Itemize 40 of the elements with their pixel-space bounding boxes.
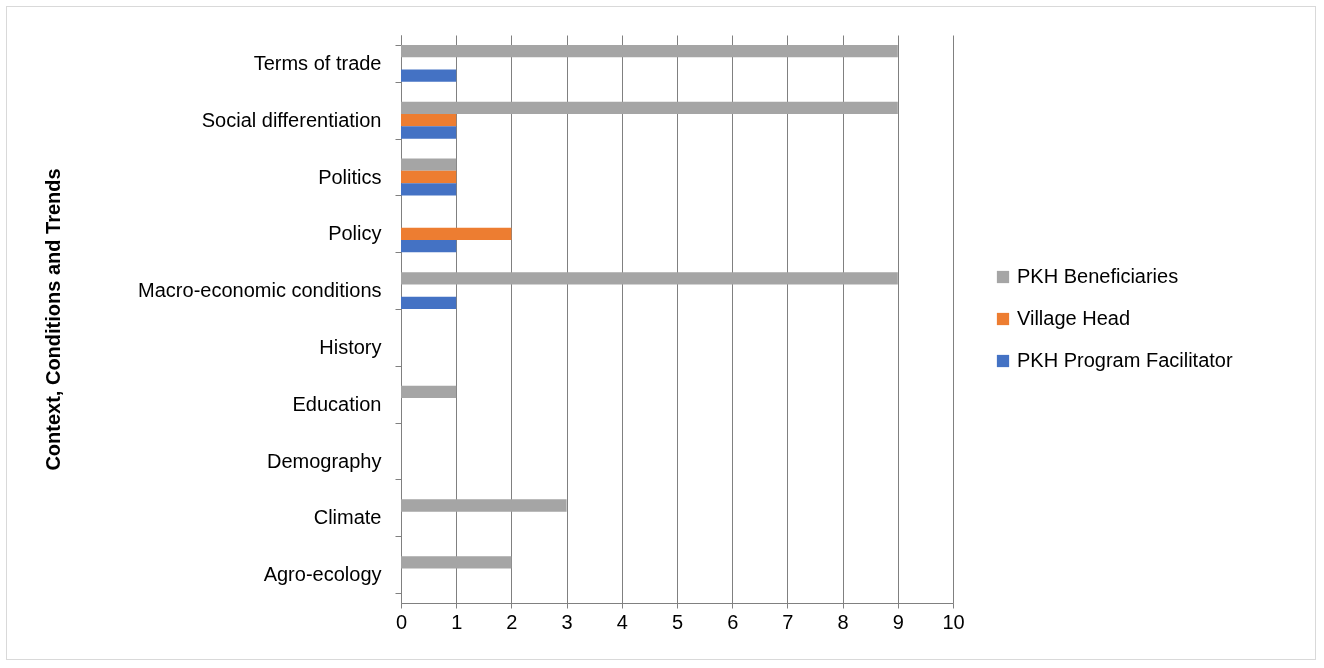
bar [401, 114, 457, 127]
x-tick-label: 3 [561, 610, 573, 633]
bar [401, 272, 898, 285]
bar [401, 44, 898, 58]
y-tick-label: Demography [266, 449, 382, 472]
bar [401, 101, 898, 115]
x-tick-label: 6 [727, 610, 739, 633]
x-tick-label: 5 [671, 610, 684, 633]
bar [401, 556, 512, 569]
y-tick-label: Macro-economic conditions [138, 279, 382, 302]
bar [401, 126, 457, 139]
bar [401, 158, 457, 171]
bar [401, 385, 457, 399]
x-tick-label: 10 [942, 610, 965, 633]
y-tick-label: Education [292, 392, 382, 415]
bar [401, 296, 457, 310]
y-tick-label: Politics [318, 165, 382, 188]
y-tick-label: Policy [328, 222, 382, 245]
bar [401, 499, 567, 512]
legend-label: Village Head [1017, 307, 1131, 329]
bar [401, 183, 457, 196]
legend-label: PKH Program Facilitator [1017, 349, 1233, 371]
y-tick-label: Climate [313, 506, 382, 529]
x-tick-label: 4 [616, 610, 628, 633]
bar [401, 69, 457, 82]
legend-label: PKH Beneficiaries [1017, 265, 1179, 287]
y-tick-label: Terms of trade [253, 51, 382, 74]
x-tick-label: 8 [837, 610, 849, 633]
x-tick-label: 0 [395, 610, 408, 633]
bar [401, 239, 457, 253]
y-axis-title: Context, Conditions and Trends [41, 168, 64, 471]
x-tick-label: 1 [451, 610, 463, 633]
x-tick-label: 7 [782, 610, 794, 633]
x-tick-label: 9 [892, 610, 904, 633]
x-tick-label: 2 [506, 610, 518, 633]
y-tick-label: Social differentiation [201, 108, 382, 131]
bar [401, 227, 512, 240]
bar [401, 170, 457, 184]
y-tick-label: Agro-ecology [263, 563, 382, 586]
y-tick-label: History [319, 335, 382, 358]
